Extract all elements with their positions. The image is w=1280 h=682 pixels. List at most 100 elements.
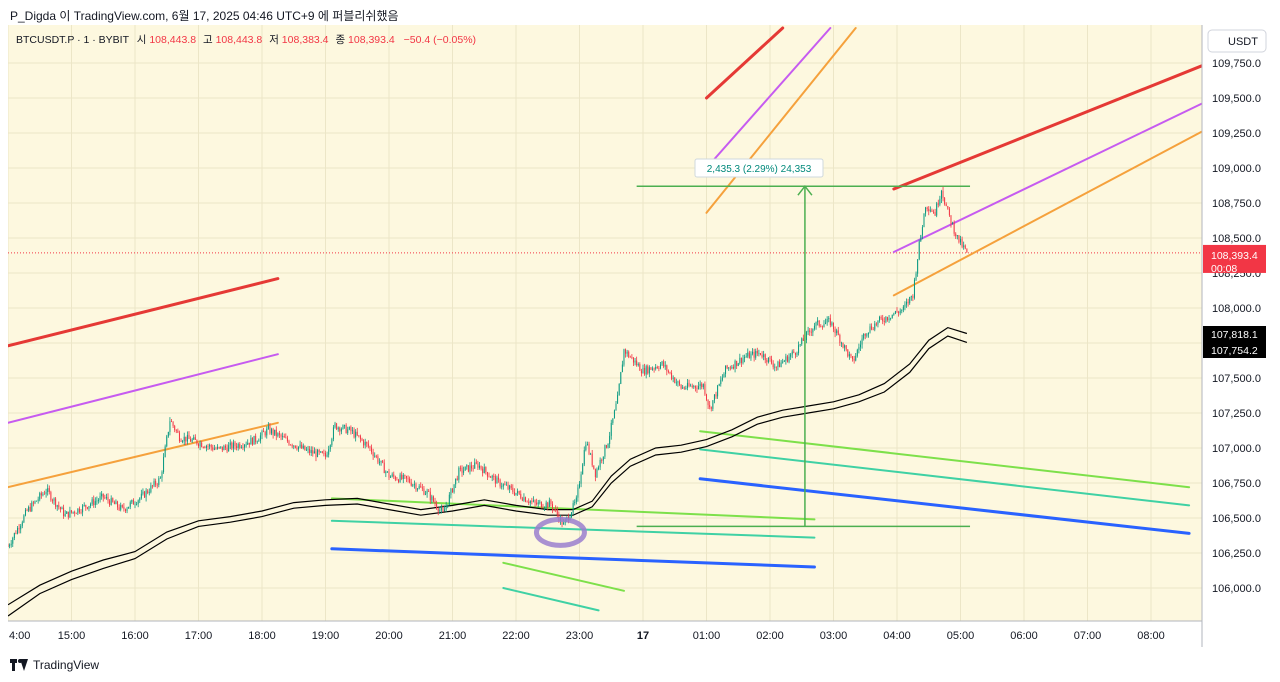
candle-body bbox=[325, 453, 326, 457]
candle-body bbox=[317, 450, 319, 457]
candle-body bbox=[693, 385, 695, 387]
candle-body bbox=[440, 508, 442, 510]
candle-body bbox=[806, 332, 808, 341]
candle-body bbox=[126, 508, 128, 511]
candle-body bbox=[902, 306, 904, 310]
candle-body bbox=[347, 429, 349, 434]
candle-body bbox=[429, 491, 431, 501]
candle-body bbox=[21, 522, 23, 526]
price-tick-label: 108,000.0 bbox=[1212, 303, 1261, 315]
candle-body bbox=[956, 235, 958, 237]
orange-trendline bbox=[7, 421, 279, 489]
candle-body bbox=[798, 345, 800, 354]
candle-body bbox=[601, 459, 603, 461]
price-axis-labels: 106,000.0 106,250.0 106,500.0 106,750.0 107,… bbox=[1212, 58, 1261, 595]
candle-body bbox=[737, 363, 739, 366]
candle-body bbox=[744, 357, 746, 359]
candle-body bbox=[794, 352, 796, 355]
chart-frame[interactable]: 2,435.3 (2.29%) 24,353 BTCUSDT.P · 1 · B… bbox=[6, 25, 1270, 647]
candle-body bbox=[78, 508, 80, 513]
candle-body bbox=[604, 445, 606, 457]
candle-body bbox=[780, 362, 782, 368]
candle-body bbox=[466, 465, 468, 467]
candle-body bbox=[182, 441, 184, 442]
red-trendline bbox=[705, 26, 785, 100]
candle-body bbox=[485, 466, 487, 473]
candle-body bbox=[205, 446, 207, 448]
candle-body bbox=[212, 447, 214, 450]
tradingview-footer[interactable]: TradingView bbox=[10, 657, 99, 673]
marked-low-circle[interactable] bbox=[533, 516, 587, 548]
currency-button[interactable]: USDT bbox=[1207, 29, 1267, 53]
candle-body bbox=[447, 504, 449, 506]
candle-body bbox=[199, 442, 201, 447]
time-axis-labels[interactable]: 4:00 15:00 16:00 17:00 18:00 19:00 20:00 21:00 2… bbox=[9, 630, 1165, 642]
candle-body bbox=[285, 437, 287, 439]
candle-body bbox=[50, 492, 52, 501]
candle-body bbox=[380, 460, 382, 463]
candle-body bbox=[312, 450, 314, 454]
candle-body bbox=[23, 515, 25, 523]
candle-body bbox=[45, 491, 47, 494]
candle-body bbox=[520, 493, 522, 499]
candle-body bbox=[501, 486, 503, 488]
candle-body bbox=[383, 462, 385, 474]
candle-body bbox=[925, 207, 927, 214]
candle-body bbox=[291, 444, 293, 447]
candle-body bbox=[613, 410, 615, 419]
candle-body bbox=[683, 387, 685, 389]
time-tick-label: 19:00 bbox=[312, 630, 340, 642]
candle-body bbox=[739, 357, 741, 364]
measure-tool[interactable] bbox=[636, 184, 971, 528]
teal-trendline bbox=[330, 519, 816, 539]
candle-body bbox=[591, 453, 593, 466]
candle-body bbox=[202, 447, 204, 448]
candle-body bbox=[167, 431, 169, 437]
candle-body bbox=[861, 338, 863, 345]
candle-body bbox=[723, 373, 725, 378]
candle-body bbox=[609, 435, 611, 444]
candle-body bbox=[809, 330, 811, 332]
candle-body bbox=[115, 501, 117, 505]
candle-body bbox=[80, 512, 82, 513]
blue-trendline bbox=[698, 477, 1191, 535]
candle-body bbox=[934, 211, 936, 216]
red-trendline bbox=[6, 277, 280, 348]
candle-body bbox=[880, 317, 882, 319]
price-tick-label: 107,000.0 bbox=[1212, 443, 1261, 455]
time-tick-label: 08:00 bbox=[1137, 630, 1165, 642]
candle-body bbox=[31, 502, 33, 512]
candle-body bbox=[217, 447, 219, 449]
candle-body bbox=[588, 444, 590, 454]
legend-low-label: 저 bbox=[269, 34, 279, 46]
candle-body bbox=[513, 492, 515, 495]
candle-body bbox=[109, 500, 111, 505]
candle-body bbox=[332, 427, 334, 440]
candle-body bbox=[350, 427, 352, 432]
candle-body bbox=[632, 357, 634, 363]
candlestick-chart[interactable]: 2,435.3 (2.29%) 24,353 BTCUSDT.P · 1 · B… bbox=[6, 25, 1270, 647]
candle-body bbox=[258, 440, 260, 442]
candle-body bbox=[394, 476, 396, 480]
candle-body bbox=[793, 351, 795, 353]
candle-body bbox=[571, 512, 573, 517]
candle-body bbox=[729, 367, 731, 369]
candle-body bbox=[725, 365, 727, 374]
candle-body bbox=[829, 318, 831, 326]
candle-body bbox=[353, 430, 355, 438]
candle-body bbox=[904, 304, 906, 307]
candle-body bbox=[488, 476, 490, 478]
candle-body bbox=[552, 504, 554, 510]
candle-body bbox=[305, 449, 307, 451]
candle-body bbox=[478, 465, 480, 468]
moving-average-a-line bbox=[7, 326, 968, 606]
candle-body bbox=[374, 455, 376, 457]
symbol-legend[interactable]: BTCUSDT.P · 1 · BYBIT 시 108,443.8 고 108,… bbox=[16, 34, 476, 46]
drawn-trendlines[interactable] bbox=[6, 26, 1204, 612]
candle-body bbox=[420, 486, 422, 488]
candle-body bbox=[534, 500, 536, 503]
candle-body bbox=[515, 492, 517, 495]
candle-body bbox=[113, 501, 115, 505]
candle-body bbox=[867, 332, 869, 335]
plot-area[interactable] bbox=[8, 25, 1202, 621]
